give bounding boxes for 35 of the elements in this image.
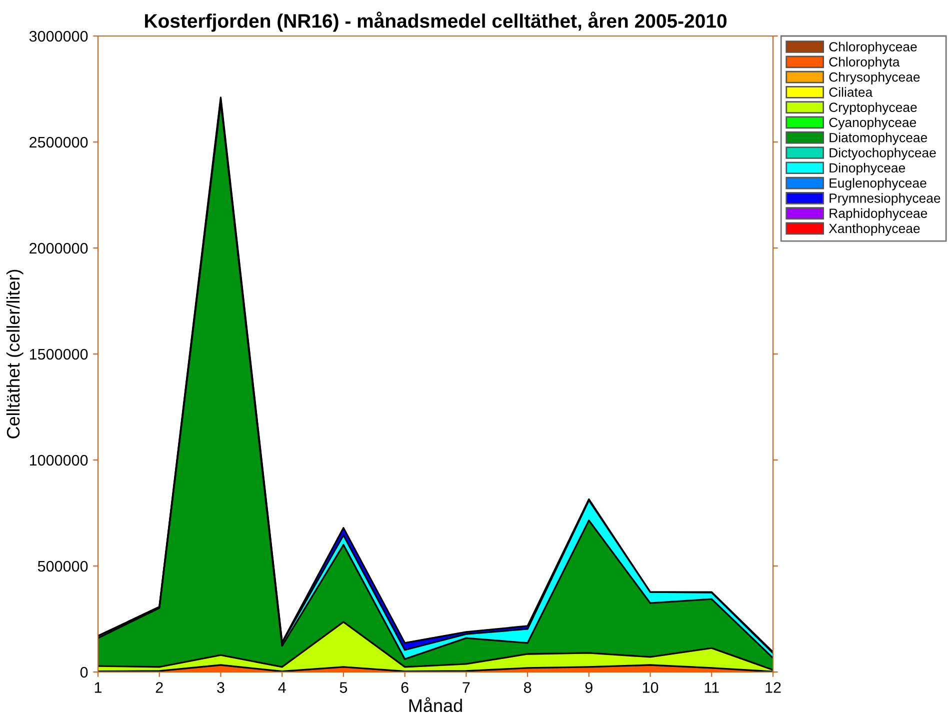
y-axis-title: Celltäthet (celler/liter) — [6, 270, 24, 438]
y-tick-label: 500000 — [38, 560, 88, 572]
x-tick-label: 2 — [156, 682, 163, 693]
legend-label: Cryptophyceae — [829, 102, 917, 115]
y-tick-label: 3000000 — [29, 30, 88, 42]
x-tick-label: 11 — [704, 682, 719, 693]
chart-title: Kosterfjorden (NR16) - månadsmedel celltäthet, åren 2005-2010 — [145, 12, 726, 32]
x-axis-title: Månad — [409, 697, 462, 712]
y-tick-label: 1000000 — [30, 454, 88, 466]
x-tick-label: 7 — [462, 682, 470, 693]
legend-label: Raphidophyceae — [830, 208, 928, 221]
legend-label: Dinophyceae — [830, 162, 906, 176]
x-tick-label: 12 — [766, 682, 781, 693]
legend-label: Chrysophyceae — [829, 72, 920, 84]
legend-label: Xanthophyceae — [828, 223, 920, 236]
x-tick-label: 5 — [340, 682, 348, 693]
legend-label: Euglenophyceae — [830, 178, 926, 190]
x-tick-label: 1 — [94, 682, 102, 693]
x-tick-label: 10 — [642, 682, 658, 693]
y-tick-label: 2000000 — [30, 242, 88, 254]
legend-label: Diatomophyceae — [830, 132, 928, 145]
y-tick-label: 2500000 — [30, 136, 88, 148]
legend-label: Ciliatea — [829, 87, 873, 97]
legend-label: Dictyochophyceae — [830, 148, 936, 160]
y-tick-label: 0 — [80, 666, 88, 678]
y-tick-label: 1500000 — [30, 348, 88, 360]
x-tick-label: 8 — [524, 682, 532, 693]
legend-label: Chlorophyceae — [829, 42, 917, 54]
legend-label: Chlorophyta — [829, 56, 900, 70]
legend-label: Cyanophyceae — [829, 117, 916, 130]
x-tick-label: 6 — [401, 682, 408, 693]
x-tick-label: 3 — [217, 682, 224, 693]
legend-label: Prymnesiophyceae — [830, 193, 940, 206]
x-tick-label: 9 — [585, 682, 592, 693]
x-tick-label: 4 — [278, 682, 286, 693]
